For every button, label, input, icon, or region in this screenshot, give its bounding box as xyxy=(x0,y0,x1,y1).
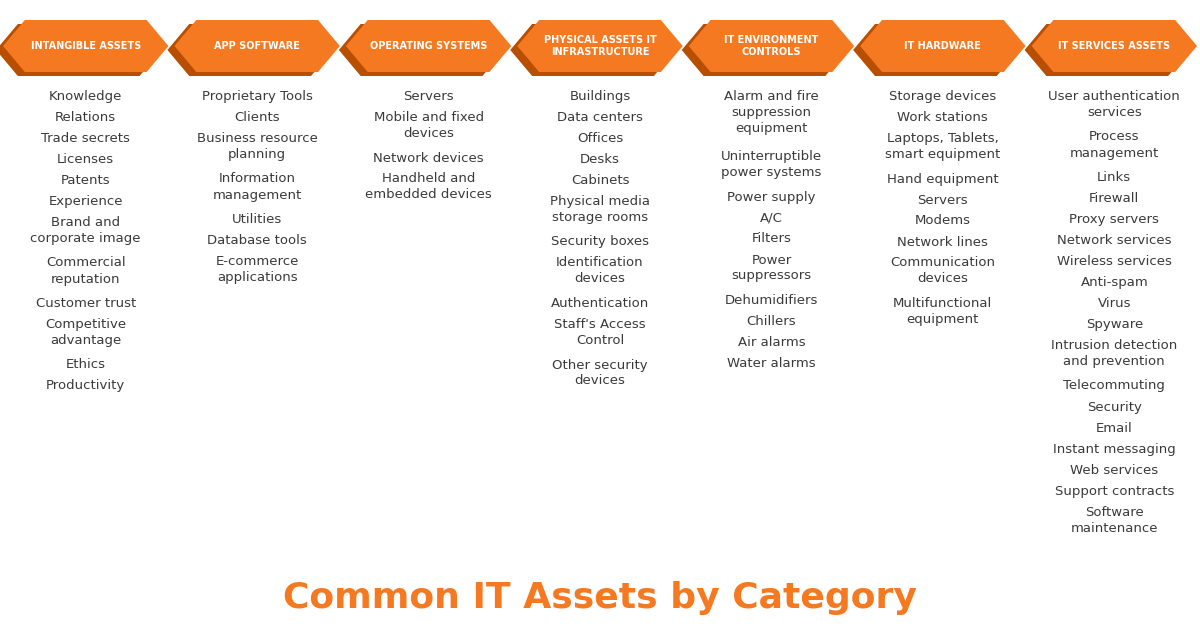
Text: Security boxes: Security boxes xyxy=(551,236,649,249)
Text: Multifunctional
equipment: Multifunctional equipment xyxy=(893,297,992,326)
Text: Proprietary Tools: Proprietary Tools xyxy=(202,90,312,103)
Text: Dehumidifiers: Dehumidifiers xyxy=(725,294,818,307)
Text: APP SOFTWARE: APP SOFTWARE xyxy=(215,41,300,51)
Text: IT SERVICES ASSETS: IT SERVICES ASSETS xyxy=(1058,41,1170,51)
Text: Software
maintenance: Software maintenance xyxy=(1070,506,1158,534)
Text: Commercial
reputation: Commercial reputation xyxy=(46,256,126,286)
Polygon shape xyxy=(2,20,168,72)
Text: Network devices: Network devices xyxy=(373,151,484,165)
Text: Web services: Web services xyxy=(1070,463,1158,477)
Text: Chillers: Chillers xyxy=(746,315,797,328)
Text: Filters: Filters xyxy=(751,232,791,246)
Text: Desks: Desks xyxy=(580,153,620,166)
Text: Data centers: Data centers xyxy=(557,111,643,124)
Polygon shape xyxy=(517,20,683,72)
Polygon shape xyxy=(346,20,511,72)
Polygon shape xyxy=(1032,20,1198,72)
Text: Authentication: Authentication xyxy=(551,297,649,310)
Text: Anti-spam: Anti-spam xyxy=(1080,276,1148,289)
Polygon shape xyxy=(682,24,847,76)
Text: Experience: Experience xyxy=(48,195,122,208)
Text: Storage devices: Storage devices xyxy=(889,90,996,103)
Text: INTANGIBLE ASSETS: INTANGIBLE ASSETS xyxy=(30,41,140,51)
Polygon shape xyxy=(168,24,332,76)
Text: Proxy servers: Proxy servers xyxy=(1069,213,1159,226)
Text: Common IT Assets by Category: Common IT Assets by Category xyxy=(283,581,917,615)
Text: E-commerce
applications: E-commerce applications xyxy=(216,255,299,284)
Polygon shape xyxy=(853,24,1019,76)
Text: Spyware: Spyware xyxy=(1086,318,1142,331)
Text: Productivity: Productivity xyxy=(46,379,125,392)
Text: Power
suppressors: Power suppressors xyxy=(731,254,811,283)
Text: Virus: Virus xyxy=(1098,297,1132,310)
Text: Air alarms: Air alarms xyxy=(738,336,805,349)
Text: Database tools: Database tools xyxy=(208,234,307,247)
Text: IT HARDWARE: IT HARDWARE xyxy=(905,41,982,51)
Text: Alarm and fire
suppression
equipment: Alarm and fire suppression equipment xyxy=(724,90,818,135)
Polygon shape xyxy=(1025,24,1190,76)
Text: Identification
devices: Identification devices xyxy=(556,256,644,286)
Text: Network lines: Network lines xyxy=(898,236,989,249)
Polygon shape xyxy=(338,24,504,76)
Text: Offices: Offices xyxy=(577,132,623,145)
Text: Business resource
planning: Business resource planning xyxy=(197,132,318,161)
Text: Uninterruptible
power systems: Uninterruptible power systems xyxy=(721,150,822,179)
Text: Laptops, Tablets,
smart equipment: Laptops, Tablets, smart equipment xyxy=(886,132,1001,161)
Text: Clients: Clients xyxy=(234,111,280,124)
Text: Telecommuting: Telecommuting xyxy=(1063,379,1165,392)
Text: Network services: Network services xyxy=(1057,234,1171,247)
Text: OPERATING SYSTEMS: OPERATING SYSTEMS xyxy=(370,41,487,51)
Text: Knowledge: Knowledge xyxy=(49,90,122,103)
Polygon shape xyxy=(0,24,162,76)
Text: IT ENVIRONMENT
CONTROLS: IT ENVIRONMENT CONTROLS xyxy=(725,35,818,57)
Text: Mobile and fixed
devices: Mobile and fixed devices xyxy=(373,111,484,140)
Text: Physical media
storage rooms: Physical media storage rooms xyxy=(550,195,650,224)
Text: Work stations: Work stations xyxy=(898,111,989,124)
Text: Instant messaging: Instant messaging xyxy=(1052,443,1176,455)
Text: Process
management: Process management xyxy=(1069,131,1159,160)
Text: Buildings: Buildings xyxy=(569,90,631,103)
Polygon shape xyxy=(860,20,1026,72)
Text: Utilities: Utilities xyxy=(232,213,282,226)
Text: Licenses: Licenses xyxy=(58,153,114,166)
Text: Customer trust: Customer trust xyxy=(36,297,136,310)
Text: Links: Links xyxy=(1097,171,1132,184)
Text: User authentication
services: User authentication services xyxy=(1049,90,1180,119)
Text: Servers: Servers xyxy=(918,193,968,207)
Text: PHYSICAL ASSETS IT
INFRASTRUCTURE: PHYSICAL ASSETS IT INFRASTRUCTURE xyxy=(544,35,656,57)
Text: Trade secrets: Trade secrets xyxy=(41,132,130,145)
Text: Wireless services: Wireless services xyxy=(1057,255,1171,268)
Text: Patents: Patents xyxy=(61,174,110,187)
Polygon shape xyxy=(174,20,340,72)
Text: Security: Security xyxy=(1087,401,1141,413)
Text: Cabinets: Cabinets xyxy=(571,174,629,187)
Polygon shape xyxy=(510,24,676,76)
Text: Information
management: Information management xyxy=(212,173,301,202)
Text: Email: Email xyxy=(1096,421,1133,435)
Text: Firewall: Firewall xyxy=(1090,192,1140,205)
Text: Brand and
corporate image: Brand and corporate image xyxy=(30,216,140,245)
Text: Modems: Modems xyxy=(914,215,971,227)
Text: Servers: Servers xyxy=(403,90,454,103)
Text: Competitive
advantage: Competitive advantage xyxy=(46,318,126,347)
Polygon shape xyxy=(689,20,854,72)
Text: A/C: A/C xyxy=(760,212,782,224)
Text: Power supply: Power supply xyxy=(727,190,816,203)
Text: Hand equipment: Hand equipment xyxy=(887,173,998,185)
Text: Water alarms: Water alarms xyxy=(727,357,816,370)
Text: Other security
devices: Other security devices xyxy=(552,359,648,387)
Text: Support contracts: Support contracts xyxy=(1055,484,1174,497)
Text: Handheld and
embedded devices: Handheld and embedded devices xyxy=(365,173,492,202)
Text: Relations: Relations xyxy=(55,111,116,124)
Text: Staff's Access
Control: Staff's Access Control xyxy=(554,318,646,347)
Text: Intrusion detection
and prevention: Intrusion detection and prevention xyxy=(1051,339,1177,368)
Text: Communication
devices: Communication devices xyxy=(890,256,995,286)
Text: Ethics: Ethics xyxy=(66,359,106,372)
